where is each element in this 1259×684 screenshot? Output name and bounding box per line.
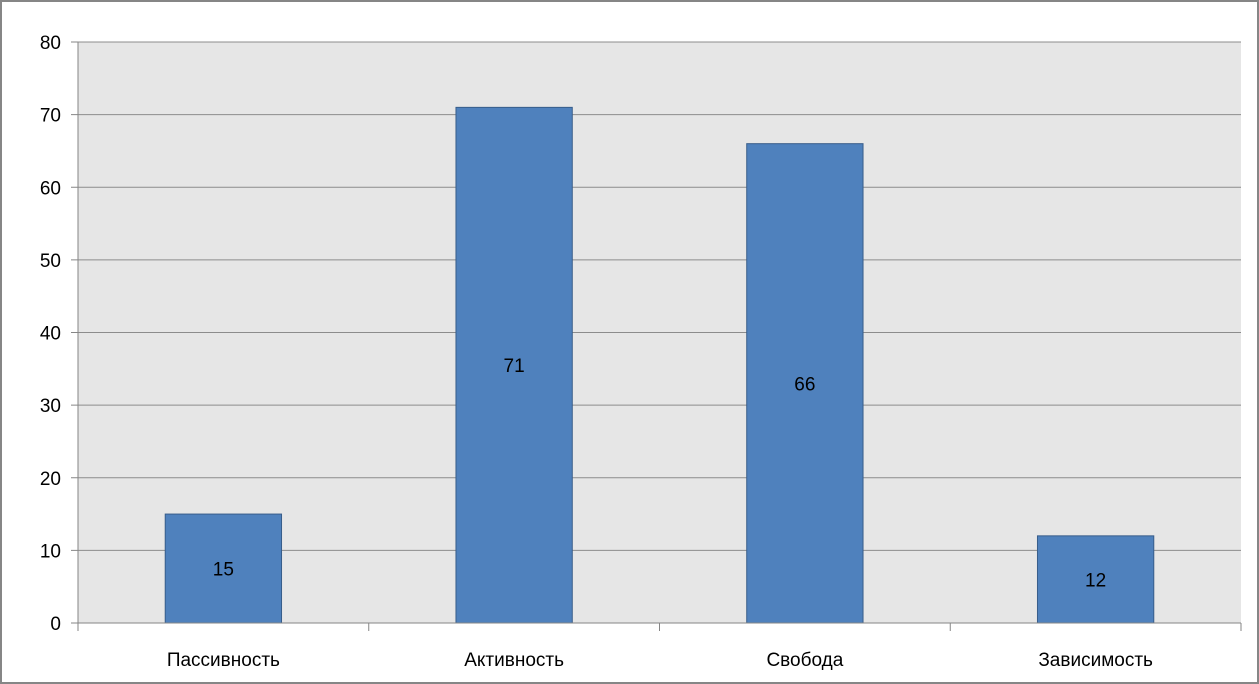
y-tick-label: 30 bbox=[40, 396, 61, 417]
bar bbox=[164, 513, 283, 624]
y-tick-label: 60 bbox=[40, 178, 61, 199]
x-category-label: Активность bbox=[464, 650, 564, 671]
y-tick-label: 40 bbox=[40, 324, 61, 345]
axes bbox=[71, 41, 1242, 631]
x-category-label: Пассивность bbox=[167, 650, 280, 671]
bar bbox=[746, 143, 864, 624]
bar-value-label: 66 bbox=[794, 374, 815, 395]
y-tick-label: 80 bbox=[40, 33, 61, 54]
bar bbox=[1036, 535, 1155, 624]
gridlines bbox=[78, 41, 1241, 551]
y-tick-label: 70 bbox=[40, 106, 61, 127]
bars bbox=[164, 106, 1155, 624]
bar-value-label: 15 bbox=[213, 560, 234, 581]
bar-value-label: 12 bbox=[1085, 570, 1106, 591]
bar-value-label: 71 bbox=[504, 356, 525, 377]
x-category-label: Зависимость bbox=[1038, 650, 1153, 671]
labels: 0 10 20 30 40 50 60 70 80 15 Пассивность 71 Активнос… bbox=[40, 33, 1153, 671]
y-tick-label: 0 bbox=[50, 614, 61, 635]
y-tick-label: 20 bbox=[40, 469, 61, 490]
y-tick-label: 50 bbox=[40, 251, 61, 272]
y-tick-label: 10 bbox=[40, 541, 61, 562]
bar bbox=[455, 106, 573, 624]
x-category-label: Свобода bbox=[766, 650, 843, 671]
